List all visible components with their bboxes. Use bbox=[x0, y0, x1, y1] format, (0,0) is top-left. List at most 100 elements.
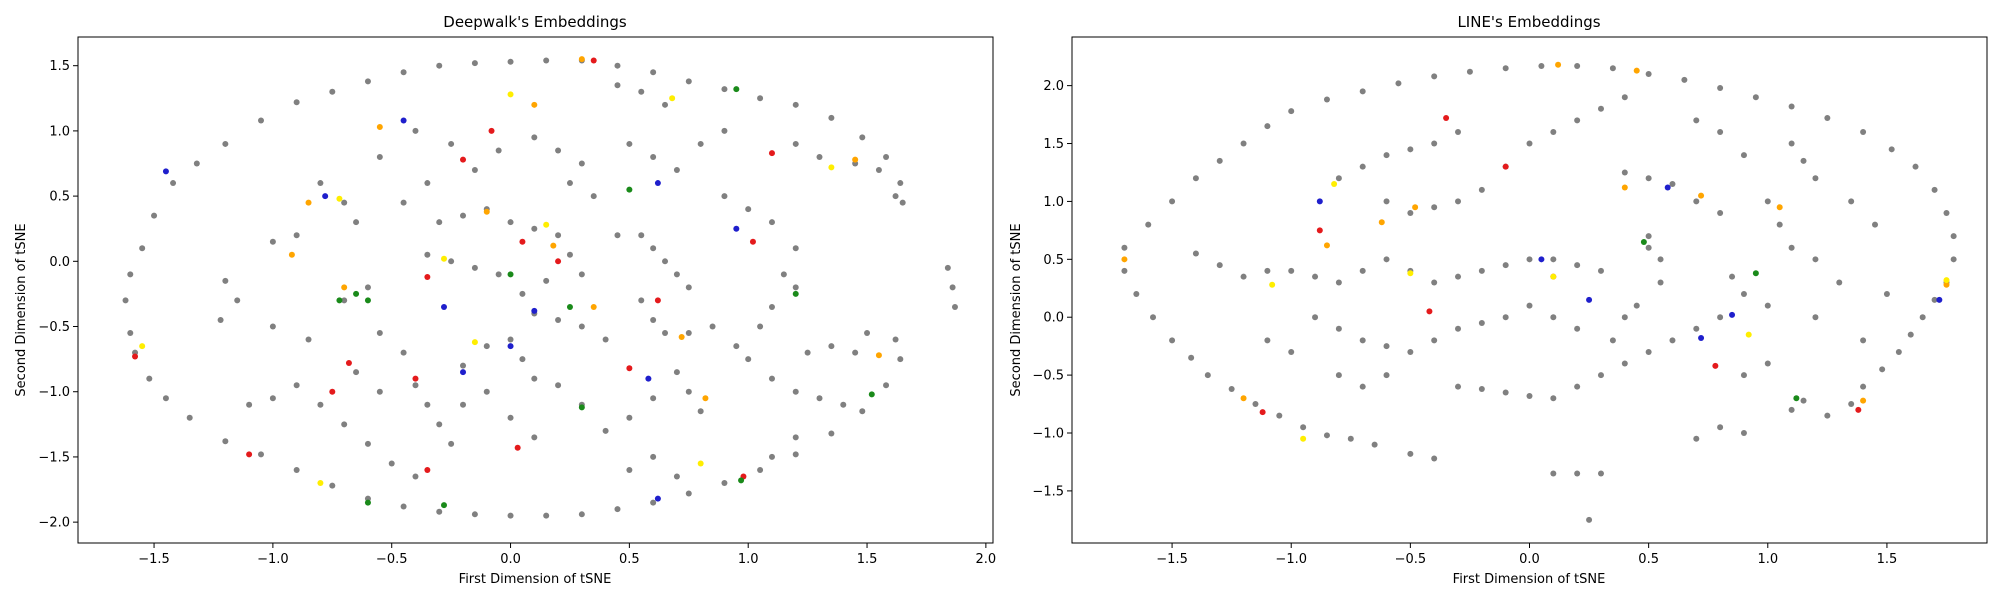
scatter-point bbox=[1335, 279, 1342, 286]
scatter-point bbox=[1895, 348, 1902, 355]
scatter-point bbox=[792, 388, 799, 395]
scatter-point bbox=[1431, 73, 1438, 80]
scatter-point bbox=[1745, 331, 1752, 338]
scatter-point bbox=[749, 238, 756, 245]
scatter-point bbox=[293, 382, 300, 389]
scatter-point bbox=[317, 480, 324, 487]
scatter-point bbox=[441, 303, 447, 310]
scatter-point bbox=[1431, 337, 1438, 344]
y-tick-label: 0.0 bbox=[49, 255, 70, 270]
scatter-point bbox=[1288, 108, 1295, 115]
scatter-point bbox=[1752, 94, 1759, 101]
scatter-point bbox=[1312, 314, 1319, 321]
x-axis-label: First Dimension of tSNE bbox=[459, 572, 612, 587]
scatter-point bbox=[336, 195, 343, 202]
y-tick-label: 2.0 bbox=[1043, 79, 1064, 94]
scatter-point bbox=[875, 167, 882, 174]
scatter-point bbox=[341, 199, 348, 206]
scatter-point bbox=[1621, 169, 1628, 176]
scatter-point bbox=[721, 86, 728, 93]
scatter-point bbox=[1264, 123, 1271, 130]
scatter-point bbox=[602, 427, 609, 434]
scatter-point bbox=[733, 343, 740, 350]
scatter-point bbox=[949, 284, 956, 291]
scatter-point bbox=[721, 480, 728, 487]
scatter-point bbox=[531, 225, 538, 232]
scatter-point bbox=[424, 251, 431, 258]
scatter-point bbox=[519, 238, 526, 245]
scatter-point bbox=[1502, 262, 1509, 269]
y-tick-label: −1.0 bbox=[1032, 427, 1064, 442]
scatter-point bbox=[1335, 372, 1342, 379]
scatter-point bbox=[792, 434, 799, 441]
scatter-point bbox=[1574, 117, 1581, 124]
scatter-point bbox=[400, 69, 407, 76]
scatter-point bbox=[733, 86, 740, 93]
scatter-point bbox=[1860, 383, 1867, 390]
scatter-point bbox=[1331, 181, 1338, 188]
scatter-point bbox=[673, 271, 680, 278]
scatter-point bbox=[412, 382, 419, 389]
scatter-point bbox=[626, 186, 633, 193]
scatter-point bbox=[678, 333, 685, 340]
scatter-point bbox=[1478, 386, 1485, 392]
scatter-point bbox=[899, 199, 906, 206]
scatter-point bbox=[626, 414, 633, 421]
scatter-point bbox=[662, 101, 669, 108]
scatter-points bbox=[1121, 61, 1957, 523]
scatter-point bbox=[1800, 157, 1807, 164]
scatter-point bbox=[1550, 128, 1557, 135]
scatter-point bbox=[650, 499, 657, 506]
scatter-point bbox=[1586, 296, 1593, 303]
scatter-point bbox=[1657, 256, 1664, 263]
scatter-point bbox=[1888, 146, 1895, 153]
scatter-point bbox=[738, 477, 745, 484]
y-tick-label: −1.0 bbox=[38, 385, 70, 400]
scatter-point bbox=[1645, 175, 1652, 182]
scatter-point bbox=[1323, 432, 1330, 439]
scatter-point bbox=[329, 482, 336, 489]
scatter-point bbox=[650, 69, 657, 76]
scatter-point bbox=[471, 511, 478, 518]
scatter-point bbox=[341, 421, 348, 428]
scatter-point bbox=[483, 343, 490, 350]
scatter-point bbox=[400, 349, 407, 356]
scatter-point bbox=[1574, 62, 1581, 69]
chart-title: Deepwalk's Embeddings bbox=[443, 13, 627, 31]
scatter-point bbox=[828, 343, 835, 350]
scatter-point bbox=[892, 193, 899, 200]
scatter-point bbox=[1729, 273, 1736, 280]
scatter-point bbox=[1526, 140, 1533, 147]
scatter-point bbox=[460, 156, 467, 163]
scatter-point bbox=[288, 251, 295, 258]
scatter-point bbox=[1645, 233, 1652, 240]
scatter-point bbox=[721, 127, 728, 134]
x-tick-label: 2.0 bbox=[976, 552, 997, 567]
y-axis-label: Second Dimension of tSNE bbox=[1009, 223, 1024, 396]
scatter-point bbox=[122, 297, 129, 304]
scatter-point bbox=[1740, 291, 1747, 298]
scatter-point bbox=[412, 127, 419, 134]
scatter-point bbox=[685, 78, 692, 85]
scatter-point bbox=[353, 369, 360, 376]
scatter-point bbox=[626, 140, 633, 147]
scatter-point bbox=[1192, 175, 1199, 182]
scatter-point bbox=[578, 160, 585, 167]
scatter-point bbox=[1645, 244, 1652, 251]
scatter-point bbox=[1609, 65, 1616, 72]
scatter-point bbox=[697, 460, 704, 467]
scatter-point bbox=[345, 360, 352, 367]
scatter-point bbox=[1407, 146, 1414, 153]
scatter-point bbox=[590, 193, 597, 200]
scatter-point bbox=[1550, 273, 1557, 280]
scatter-point bbox=[222, 438, 229, 445]
scatter-point bbox=[1681, 76, 1688, 83]
scatter-point bbox=[1633, 67, 1640, 74]
scatter-point bbox=[951, 303, 958, 310]
scatter-point bbox=[1455, 128, 1462, 135]
scatter-point bbox=[170, 180, 177, 187]
scatter-point bbox=[353, 290, 360, 297]
scatter-point bbox=[364, 297, 371, 304]
chart-title: LINE's Embeddings bbox=[1457, 13, 1600, 31]
scatter-point bbox=[1550, 256, 1557, 263]
